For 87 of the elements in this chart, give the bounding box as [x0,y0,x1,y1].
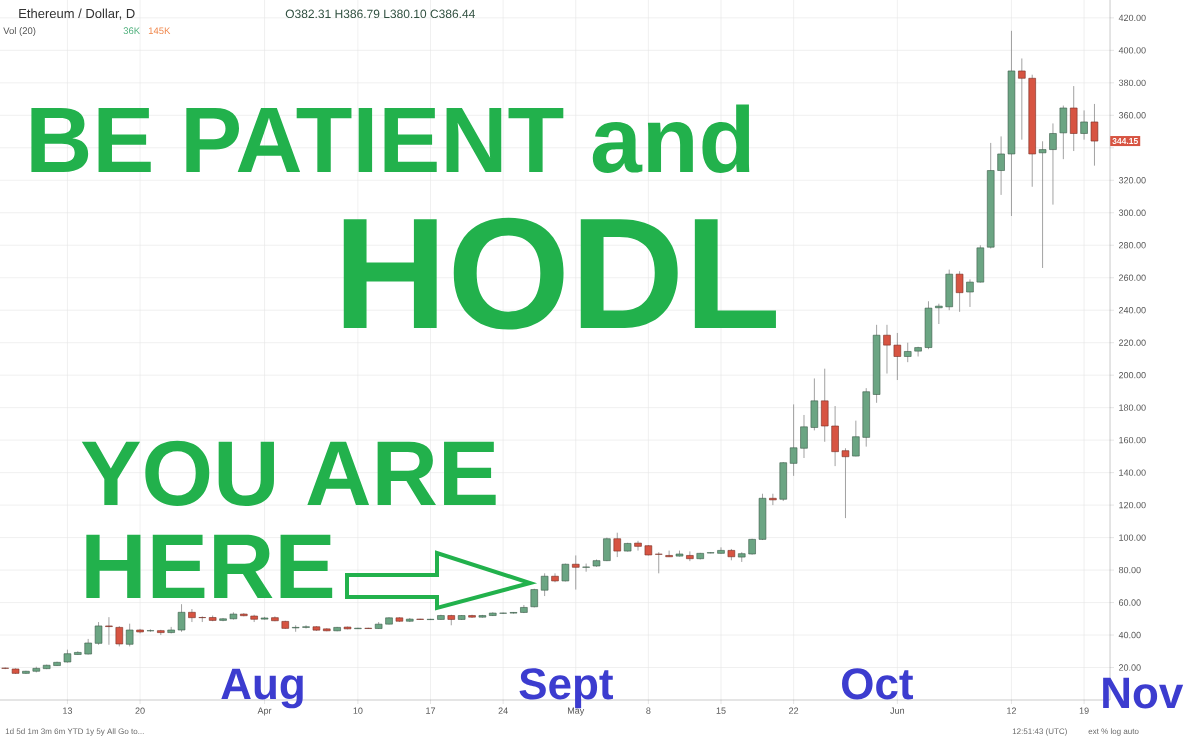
candlestick [540,572,549,597]
y-tick-label: 360.00 [1118,112,1146,119]
y-tick-label: 220.00 [1118,339,1146,346]
candlestick [188,608,196,623]
y-tick-label: 300.00 [1118,209,1146,216]
x-tick-label: Jun [890,707,905,714]
x-tick-label: 20 [135,707,145,714]
candlestick [800,414,808,459]
candlestick [177,603,186,633]
annotation: Nov [1103,677,1184,709]
annotation: Sept [519,668,614,709]
candlestick [686,550,694,562]
candlestick [914,346,922,357]
candlestick [997,136,1005,196]
x-tick-label: 15 [716,707,726,714]
x-tick-label: 17 [426,707,436,714]
candlestick [852,420,860,457]
candlestick [291,624,300,633]
annotation: 145K [148,27,171,35]
candlestick [302,624,310,629]
y-tick-label: 120.00 [1119,501,1146,509]
annotation: Vol (20) [3,27,36,36]
y-tick-label: 180.00 [1119,404,1146,411]
annotation: Aug [221,668,303,709]
annotation: 36K [123,27,140,35]
candlestick [1090,103,1099,167]
y-tick-label: 380.00 [1118,79,1146,87]
y-tick-label: 80.00 [1118,566,1141,574]
annotation: 344.15 [1112,138,1138,145]
candlestick [904,342,912,363]
candlestick [1080,110,1088,141]
text: O382.31 H386.79 L380.10 C386.44 [285,9,475,19]
candlestick [789,404,798,477]
annotation: HODL [343,217,776,330]
annotation: BE PATIENT and [31,104,750,173]
candlestick [935,303,943,325]
candlestick [105,616,113,646]
candlestick [125,623,134,647]
x-tick-label: 8 [646,707,651,714]
candlestick [955,270,964,313]
candlestick [1049,123,1057,206]
candlestick [146,628,155,633]
x-tick-label: Apr [257,707,272,716]
text: 12:51:43 (UTC) [1012,728,1067,736]
y-tick-label: 240.00 [1118,307,1146,314]
candlestick [841,447,850,519]
y-tick-label: 320.00 [1118,177,1146,184]
candlestick [717,546,725,555]
x-tick-label: 13 [63,707,73,714]
y-tick-label: 20.00 [1118,664,1141,671]
y-tick-label: 140.00 [1119,469,1146,476]
text: 1d 5d 1m 3m 6m YTD 1y 5y All Go to... [5,728,144,736]
candlestick [893,332,902,381]
y-tick-label: 260.00 [1118,274,1146,281]
x-tick-label: 22 [789,707,799,714]
candlestick [572,555,580,590]
y-tick-label: 280.00 [1118,242,1146,249]
candlestick [1018,58,1026,141]
candlestick [1038,140,1047,269]
annotation: Oct [842,668,914,700]
candlestick [198,615,207,623]
candlestick [115,625,124,647]
y-tick-label: 200.00 [1118,371,1146,379]
x-tick-label: 12 [1007,707,1017,714]
candlestick [966,278,974,308]
candlestick [655,551,663,574]
annotation: HERE [86,534,333,598]
candlestick [613,532,621,558]
y-tick-label: 420.00 [1118,14,1146,22]
y-tick-label: 160.00 [1119,436,1146,444]
annotation: YOU ARE [81,440,496,506]
candlestick [634,540,642,551]
x-tick-label: 24 [498,707,508,714]
text: ext % log auto [1088,728,1139,736]
x-tick-label: 19 [1079,707,1089,714]
candlestick [582,563,590,573]
y-tick-label: 100.00 [1119,534,1146,541]
x-tick-label: May [567,707,585,716]
y-tick-label: 40.00 [1118,631,1141,639]
candlestick [883,324,891,374]
y-tick-label: 400.00 [1118,47,1146,54]
x-tick-label: 10 [353,707,363,714]
candlestick [769,493,777,506]
text: Ethereum / Dollar, D [19,8,135,20]
candlestick [94,621,103,646]
y-tick-label: 60.00 [1118,599,1141,606]
candlestick [665,550,673,558]
